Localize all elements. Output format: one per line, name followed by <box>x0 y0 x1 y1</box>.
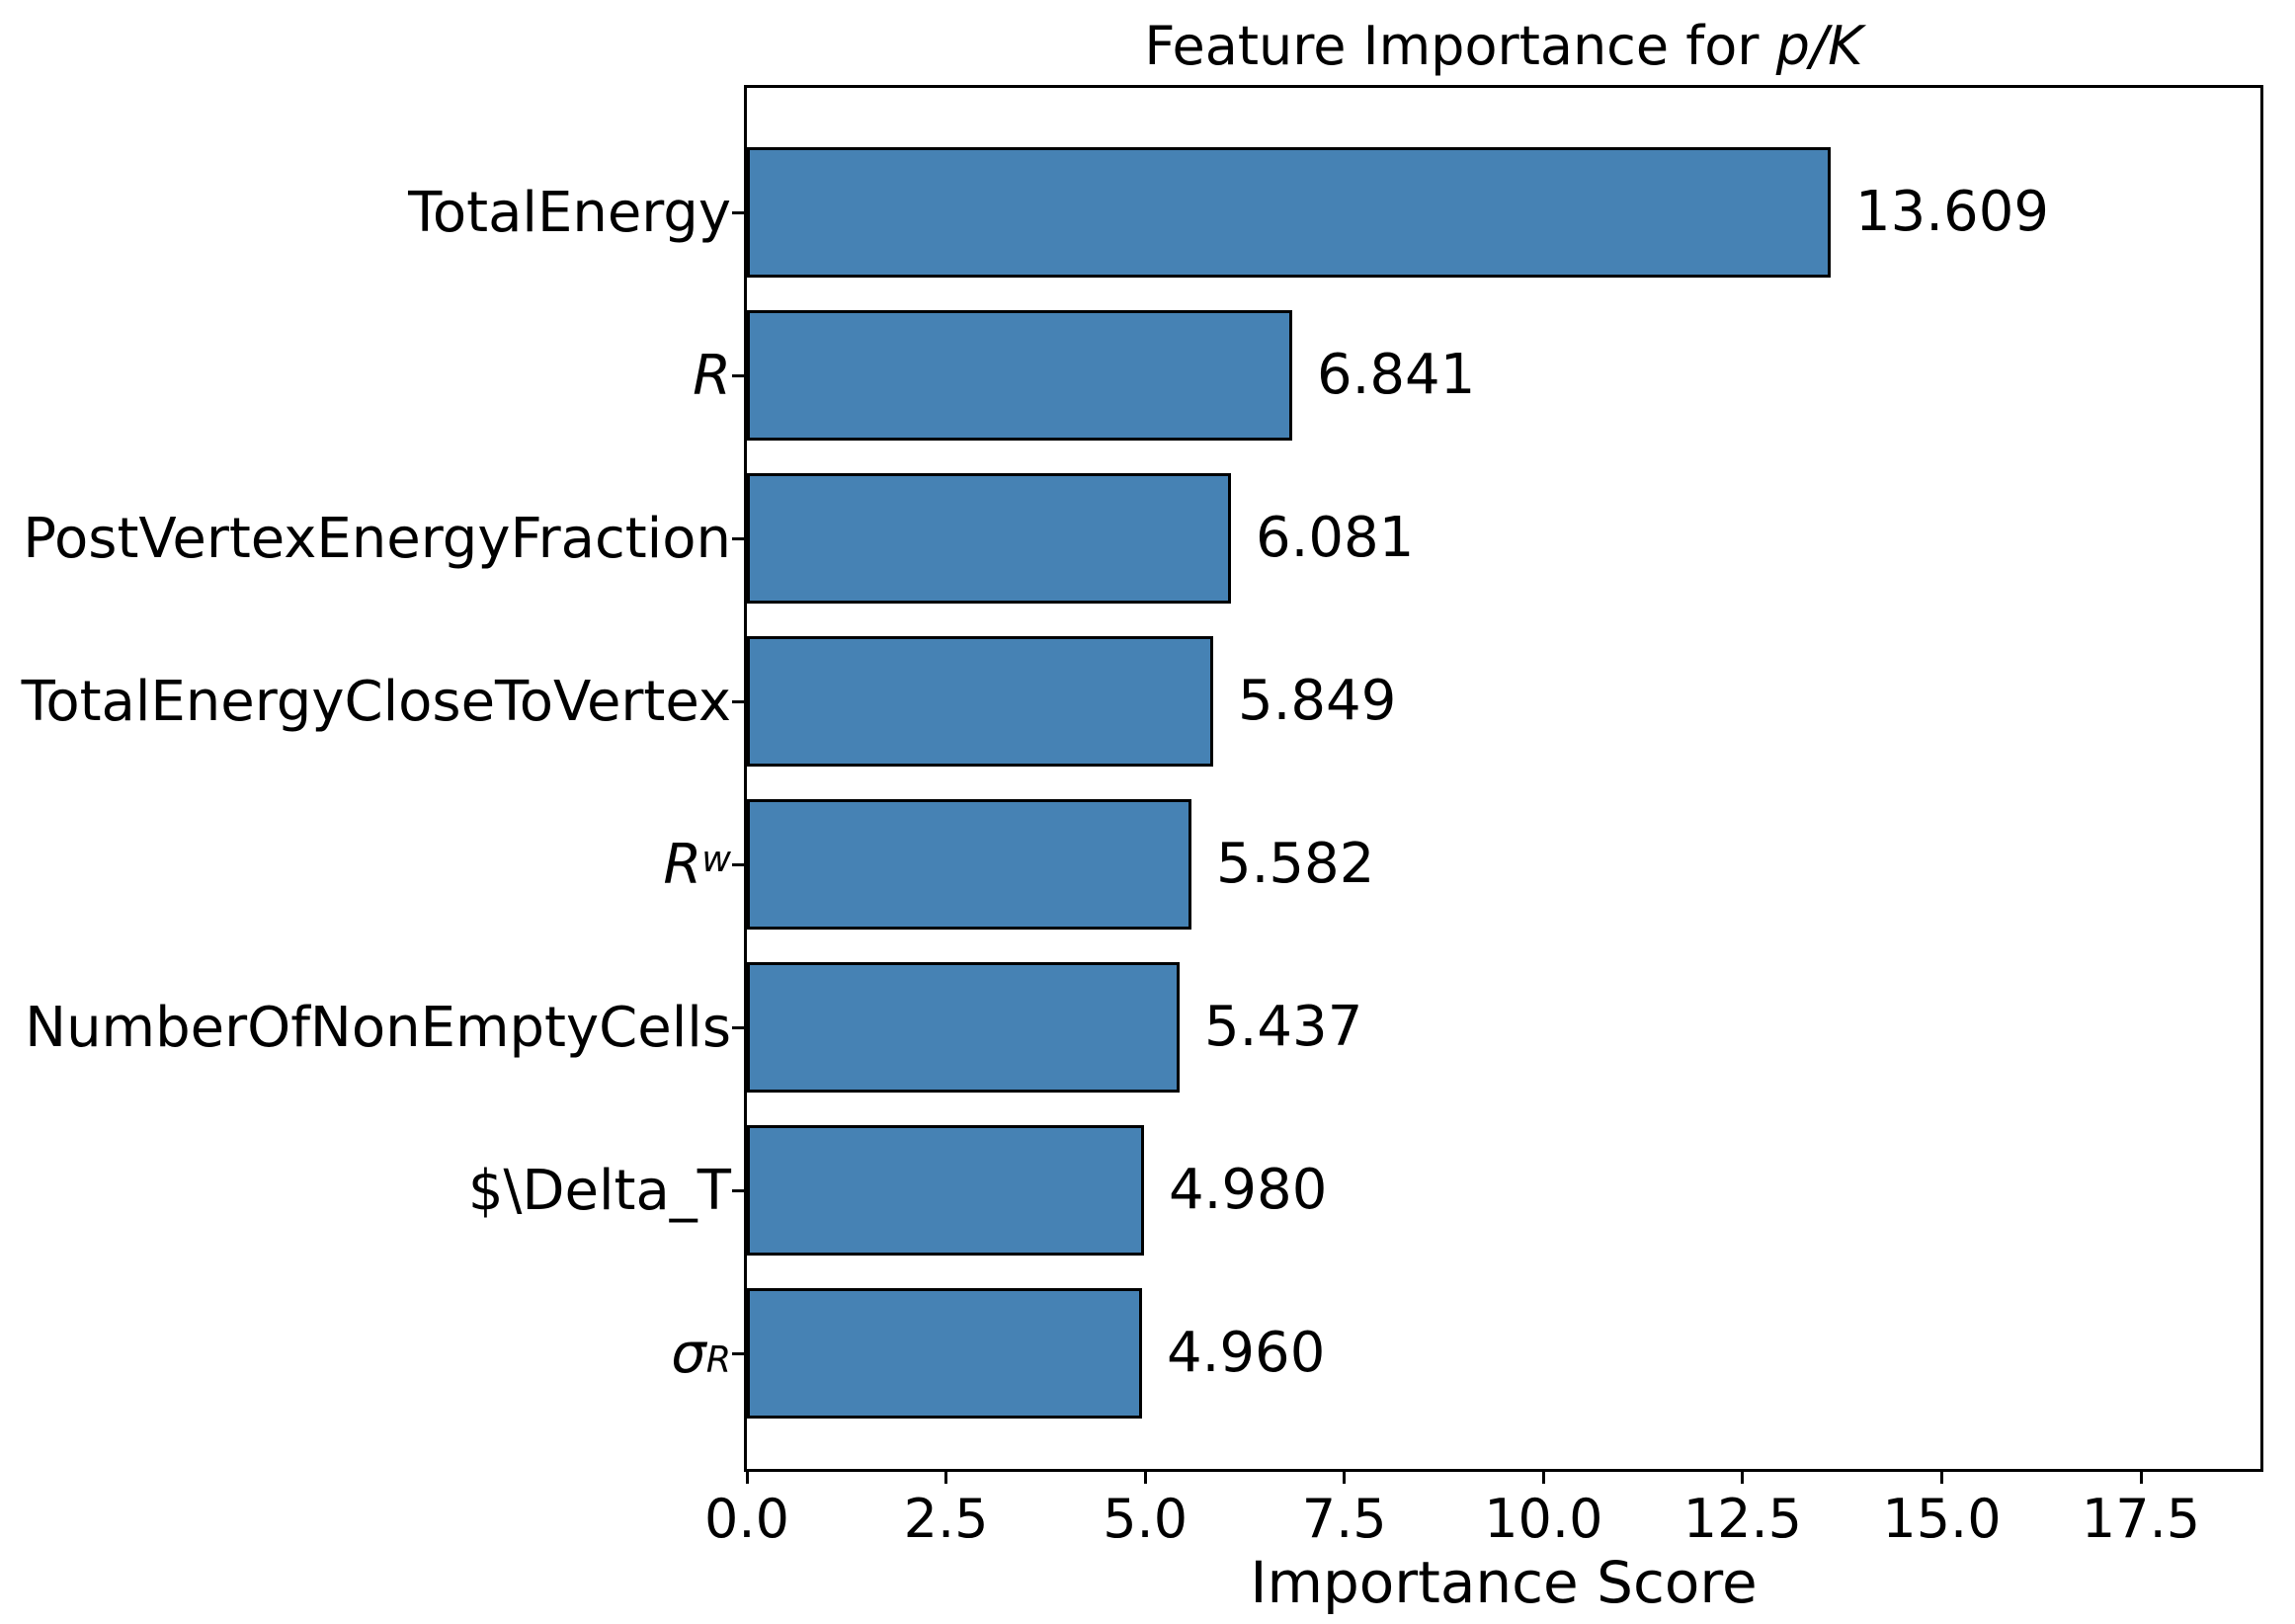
x-tick-mark <box>944 1472 948 1484</box>
y-axis-label-text: TotalEnergy <box>408 180 731 245</box>
y-axis-label: NumberOfNonEmptyCells <box>0 962 731 1093</box>
y-axis-label-text: PostVertexEnergyFraction <box>23 506 731 571</box>
bar <box>747 962 1180 1093</box>
y-tick-mark <box>732 862 744 866</box>
bar-value-label: 5.849 <box>1238 669 1397 733</box>
bar <box>747 310 1292 441</box>
y-tick-mark <box>732 210 744 214</box>
y-axis-label-text: NumberOfNonEmptyCells <box>25 995 731 1060</box>
bar-value-label: 5.437 <box>1204 995 1363 1059</box>
y-axis-label-text: σ <box>671 1321 706 1386</box>
x-tick-mark <box>1343 1472 1347 1484</box>
x-tick-mark <box>1143 1472 1147 1484</box>
bar-value-label: 4.960 <box>1167 1321 1326 1385</box>
y-tick-mark <box>732 1351 744 1355</box>
y-axis-label: $\Delta_T <box>0 1125 731 1256</box>
y-axis-label: R <box>0 310 731 441</box>
bar-value-label: 5.582 <box>1216 832 1375 896</box>
x-tick-mark <box>1541 1472 1545 1484</box>
x-tick-mark <box>1741 1472 1745 1484</box>
plot-area: 13.609 6.841 6.081 5.849 5.582 5.437 4.980 4.96… <box>744 85 2263 1472</box>
x-tick-label: 15.0 <box>1882 1488 2002 1550</box>
x-tick-label: 7.5 <box>1301 1488 1387 1550</box>
x-tick-label: 10.0 <box>1484 1488 1603 1550</box>
y-axis-label: TotalEnergy <box>0 147 731 278</box>
y-axis-label: PostVertexEnergyFraction <box>0 473 731 604</box>
bar <box>747 147 1831 278</box>
x-tick-mark <box>1939 1472 1943 1484</box>
bar-value-label: 13.609 <box>1855 180 2049 244</box>
x-tick-label: 0.0 <box>704 1488 789 1550</box>
bar <box>747 799 1191 930</box>
bar <box>747 636 1213 767</box>
x-tick-label: 12.5 <box>1682 1488 1802 1550</box>
bar-value-label: 6.841 <box>1317 343 1476 407</box>
y-axis-label: TotalEnergyCloseToVertex <box>0 636 731 767</box>
chart-title-text: Feature Importance for <box>1144 15 1776 77</box>
x-tick-label: 2.5 <box>903 1488 989 1550</box>
x-tick-label: 17.5 <box>2081 1488 2201 1550</box>
y-tick-mark <box>732 1188 744 1192</box>
chart-title: Feature Importance for p/K <box>744 15 2263 77</box>
chart-title-math: p/K <box>1775 15 1863 77</box>
bar <box>747 1125 1144 1256</box>
x-tick-label: 5.0 <box>1103 1488 1188 1550</box>
bar-value-label: 6.081 <box>1256 506 1415 570</box>
y-tick-mark <box>732 1025 744 1029</box>
y-axis-label-text: R <box>693 343 731 408</box>
y-axis-label-text: $\Delta_T <box>467 1158 731 1223</box>
y-tick-mark <box>732 699 744 703</box>
bar <box>747 473 1231 604</box>
y-axis-label-text: TotalEnergyCloseToVertex <box>21 669 731 734</box>
bar <box>747 1288 1142 1419</box>
y-tick-mark <box>732 373 744 377</box>
bar-value-label: 4.980 <box>1169 1158 1328 1222</box>
x-axis-label: Importance Score <box>1250 1549 1758 1616</box>
x-tick-mark <box>2139 1472 2143 1484</box>
x-tick-mark <box>745 1472 749 1484</box>
y-axis-label-text: R <box>663 832 702 897</box>
y-tick-mark <box>732 536 744 540</box>
